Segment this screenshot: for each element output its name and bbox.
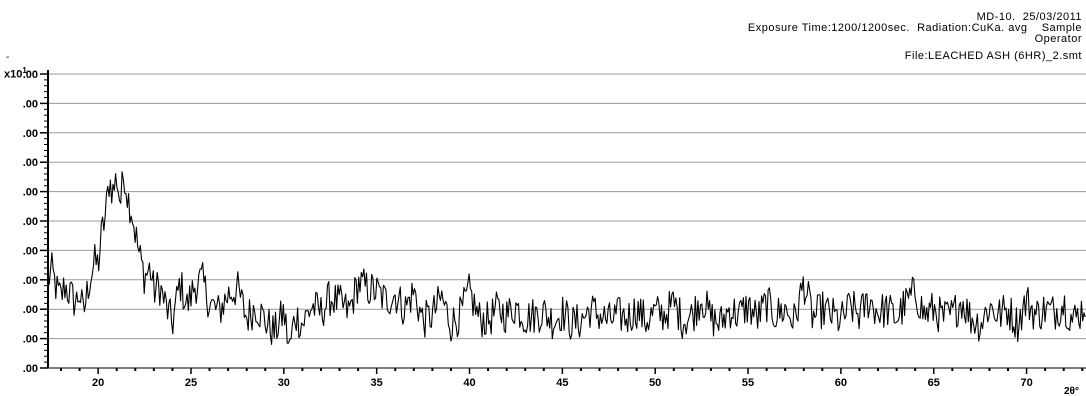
y-axis-ticks: .00 .00 .00 .00 .00 .00 .00 .00 .00 .00 .00 (23, 69, 48, 375)
x-tick-label: 35 (371, 377, 383, 389)
x-tick-label: 60 (835, 377, 847, 389)
y-tick-label: .00 (23, 98, 38, 110)
x-tick-label: 45 (556, 377, 568, 389)
y-tick-label: .00 (23, 304, 38, 316)
x-axis-ticks: 20 25 30 35 40 45 50 55 60 65 70 (61, 368, 1082, 389)
y-tick-label: .00 (23, 128, 38, 140)
y-tick-label: .00 (23, 187, 38, 199)
x-tick-label: 50 (649, 377, 661, 389)
x-tick-label: 30 (278, 377, 290, 389)
grid-lines (48, 74, 1086, 339)
x-tick-label: 40 (463, 377, 475, 389)
x-tick-label: 55 (742, 377, 754, 389)
y-tick-label: .00 (23, 69, 38, 81)
y-tick-label: .00 (23, 275, 38, 287)
y-tick-label: .00 (23, 245, 38, 257)
diffraction-trace (48, 172, 1085, 345)
x-tick-label: 25 (185, 377, 197, 389)
x-axis-unit-label: 2θ° (1064, 386, 1079, 396)
x-tick-label: 70 (1020, 377, 1032, 389)
y-tick-label: .00 (23, 216, 38, 228)
axes (48, 70, 1086, 368)
y-tick-label: .00 (23, 157, 38, 169)
x-tick-label: 20 (92, 377, 104, 389)
y-tick-label: .00 (23, 363, 38, 375)
y-tick-label: .00 (23, 334, 38, 346)
x-tick-label: 65 (928, 377, 940, 389)
